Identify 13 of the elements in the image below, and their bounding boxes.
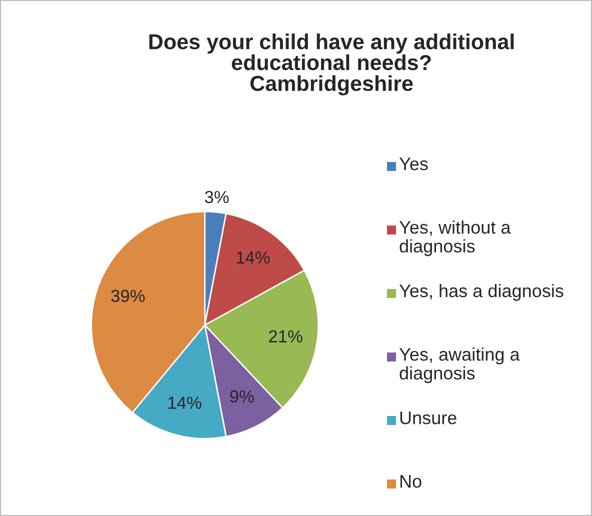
data-label: 3% bbox=[204, 190, 229, 204]
legend-label: Yes, without a diagnosis bbox=[399, 220, 511, 256]
legend-label: Unsure bbox=[400, 412, 456, 424]
data-label: 39% bbox=[111, 290, 145, 302]
chart-title: Does your child have any additional educational needs? Cambridgeshire bbox=[149, 34, 514, 96]
data-label: 21% bbox=[269, 330, 302, 342]
legend-label: Yes, awaiting a diagnosis bbox=[399, 348, 520, 384]
data-label: 14% bbox=[236, 251, 270, 264]
data-label: 9% bbox=[230, 390, 254, 403]
legend-label: Yes bbox=[399, 158, 428, 170]
data-label: 14% bbox=[168, 396, 202, 409]
legend-label: No bbox=[400, 475, 422, 488]
legend-label: Yes, has a diagnosis bbox=[399, 284, 564, 301]
